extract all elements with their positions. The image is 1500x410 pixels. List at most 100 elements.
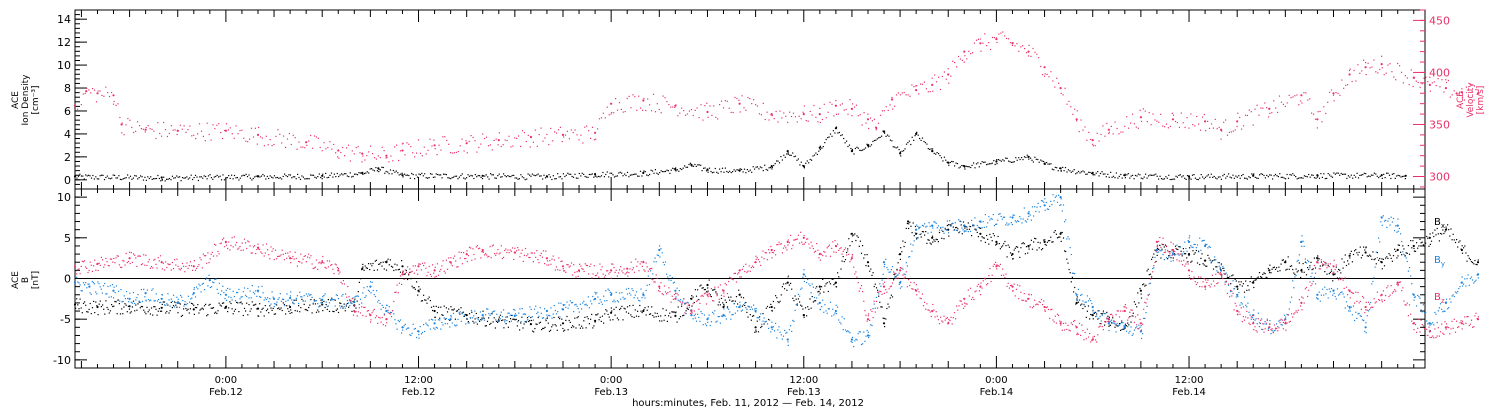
field-bx-dot xyxy=(448,308,450,310)
field-by-dot xyxy=(524,313,527,315)
density-dot xyxy=(593,176,595,178)
velocity-dot xyxy=(692,114,694,117)
field-bx-dot xyxy=(824,285,826,287)
field-by-dot xyxy=(299,291,301,293)
field-bx-dot xyxy=(606,310,608,312)
velocity-point xyxy=(1139,116,1142,119)
field-bz-dot xyxy=(305,261,307,263)
velocity-dot xyxy=(1475,89,1477,91)
field-bx-dot xyxy=(948,235,950,237)
field-bx-dot xyxy=(1076,298,1078,300)
field-bx-dot xyxy=(652,314,654,317)
field-by-dot xyxy=(648,284,651,286)
velocity-dot xyxy=(1417,81,1419,84)
field-by-dot xyxy=(411,332,413,334)
field-bx-dot xyxy=(827,290,829,293)
velocity-dot xyxy=(404,154,406,156)
field-by-dot xyxy=(442,324,444,326)
velocity-dot xyxy=(453,152,455,154)
field-bx-dot xyxy=(887,303,889,305)
density-dot xyxy=(585,176,588,178)
density-dot xyxy=(805,162,807,164)
field-bx-dot xyxy=(382,261,384,263)
density-dot xyxy=(134,175,136,177)
field-bz-dot xyxy=(327,266,329,268)
field-bx-dot xyxy=(1317,255,1319,257)
field-bx-dot xyxy=(1309,265,1311,267)
velocity-dot xyxy=(807,120,809,122)
velocity-dot xyxy=(286,138,289,140)
field-by-dot xyxy=(884,263,886,266)
density-dot xyxy=(323,176,325,178)
velocity-dot xyxy=(107,92,109,94)
velocity-dot xyxy=(433,139,435,141)
velocity-dot xyxy=(1152,113,1154,115)
density-dot xyxy=(1184,177,1186,179)
density-dot xyxy=(681,168,683,171)
field-bx-dot xyxy=(194,306,197,309)
field-by-dot xyxy=(180,294,182,297)
density-dot xyxy=(1269,174,1271,176)
field-bz-dot xyxy=(143,254,145,256)
density-dot xyxy=(1098,175,1100,177)
density-dot xyxy=(930,148,932,150)
density-dot xyxy=(806,160,808,162)
field-by-dot xyxy=(567,307,569,309)
field-bx-dot xyxy=(449,319,451,321)
field-by-dot xyxy=(1175,253,1177,255)
field-bx-dot xyxy=(535,323,537,325)
field-bx-dot xyxy=(662,308,664,310)
velocity-dot xyxy=(163,121,165,124)
velocity-dot xyxy=(1389,63,1391,65)
field-by-dot xyxy=(281,298,284,300)
field-bx-dot xyxy=(1250,276,1252,278)
field-bx-dot xyxy=(517,320,520,322)
velocity-dot xyxy=(1301,102,1303,104)
field-bx-dot xyxy=(1055,233,1057,235)
field-by-dot xyxy=(359,298,362,300)
density-dot xyxy=(635,173,637,175)
field-bx-dot xyxy=(299,311,301,313)
velocity-point xyxy=(1316,118,1319,121)
field-by-dot xyxy=(448,318,450,321)
velocity-dot xyxy=(177,130,179,132)
field-bx-dot xyxy=(452,309,454,311)
field-series-bx xyxy=(73,220,1480,333)
density-dot xyxy=(1057,170,1059,172)
field-by-dot xyxy=(1253,309,1255,311)
velocity-point xyxy=(96,92,99,95)
field-bx-dot xyxy=(1183,253,1186,255)
field-by-dot xyxy=(992,214,994,216)
density-dot xyxy=(1083,171,1085,173)
field-bx-dot xyxy=(432,309,434,312)
density-dot xyxy=(542,178,544,180)
field-bx-dot xyxy=(166,310,168,313)
field-bx-dot xyxy=(728,296,730,298)
velocity-dot xyxy=(530,136,533,138)
field-bx-dot xyxy=(264,305,266,307)
field-by-dot xyxy=(1118,324,1121,326)
field-bx-dot xyxy=(508,321,511,323)
field-bx-dot xyxy=(1288,268,1290,270)
field-by-dot xyxy=(635,291,638,293)
field-by-dot xyxy=(237,291,239,294)
field-by-dot xyxy=(1294,276,1296,278)
velocity-dot xyxy=(819,107,821,109)
density-dot xyxy=(466,177,468,179)
field-by-dot xyxy=(1130,326,1132,328)
velocity-dot xyxy=(1186,117,1188,119)
velocity-dot xyxy=(504,139,506,141)
density-dot xyxy=(1145,173,1147,175)
field-bz-dot xyxy=(200,259,202,261)
velocity-dot xyxy=(728,107,730,109)
density-dot xyxy=(405,174,407,176)
field-by-dot xyxy=(311,296,313,298)
field-bx-dot xyxy=(128,308,131,310)
field-bx-dot xyxy=(513,318,515,320)
field-bx-dot xyxy=(179,303,181,305)
field-bx-dot xyxy=(766,305,769,308)
field-bx-dot xyxy=(378,263,380,265)
field-by-dot xyxy=(1011,223,1013,226)
density-dot xyxy=(226,177,228,179)
field-by-dot xyxy=(933,221,935,223)
